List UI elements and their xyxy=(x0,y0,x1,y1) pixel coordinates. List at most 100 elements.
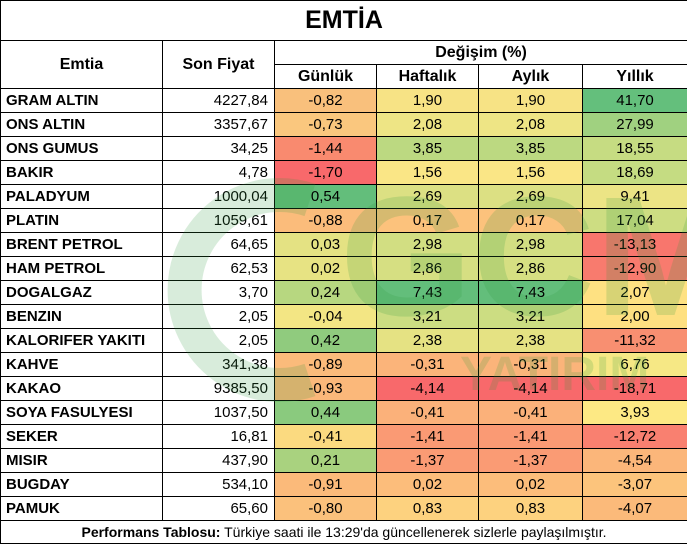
weekly-change: 2,98 xyxy=(376,232,479,257)
header-emtia: Emtia xyxy=(0,40,163,89)
commodity-name: PLATIN xyxy=(0,208,163,233)
yearly-change: 3,93 xyxy=(581,400,687,425)
commodity-name: BRENT PETROL xyxy=(0,232,163,257)
table-row: PAMUK 65,60 -0,80 0,83 0,83 -4,07 xyxy=(0,496,687,521)
monthly-change: 7,43 xyxy=(478,280,583,305)
daily-change: -0,41 xyxy=(274,424,377,449)
daily-change: 0,44 xyxy=(274,400,377,425)
weekly-change: -0,41 xyxy=(376,400,479,425)
commodity-name: SOYA FASULYESI xyxy=(0,400,163,425)
last-price: 3,70 xyxy=(162,280,275,305)
daily-change: 0,24 xyxy=(274,280,377,305)
header-yillik: Yıllık xyxy=(581,64,687,89)
last-price: 1059,61 xyxy=(162,208,275,233)
commodity-name: SEKER xyxy=(0,424,163,449)
daily-change: -0,04 xyxy=(274,304,377,329)
daily-change: -0,88 xyxy=(274,208,377,233)
last-price: 4,78 xyxy=(162,160,275,185)
last-price: 9385,50 xyxy=(162,376,275,401)
yearly-change: 18,69 xyxy=(581,160,687,185)
table-row: KAHVE 341,38 -0,89 -0,31 -0,31 6,76 xyxy=(0,352,687,377)
yearly-change: 41,70 xyxy=(581,88,687,113)
table-footer: Performans Tablosu: Türkiye saati ile 13… xyxy=(0,520,687,544)
monthly-change: -0,41 xyxy=(478,400,583,425)
weekly-change: 3,21 xyxy=(376,304,479,329)
commodity-name: KALORIFER YAKITI xyxy=(0,328,163,353)
monthly-change: 2,08 xyxy=(478,112,583,137)
weekly-change: 7,43 xyxy=(376,280,479,305)
table-row: SEKER 16,81 -0,41 -1,41 -1,41 -12,72 xyxy=(0,424,687,449)
yearly-change: -13,13 xyxy=(581,232,687,257)
weekly-change: 2,38 xyxy=(376,328,479,353)
header-aylik: Aylık xyxy=(478,64,583,89)
monthly-change: 3,85 xyxy=(478,136,583,161)
monthly-change: 0,17 xyxy=(478,208,583,233)
header-degisim: Değişim (%) xyxy=(273,40,687,65)
commodity-name: PALADYUM xyxy=(0,184,163,209)
monthly-change: 2,86 xyxy=(478,256,583,281)
footer-label: Performans Tablosu: xyxy=(81,524,221,540)
daily-change: 0,42 xyxy=(274,328,377,353)
yearly-change: -4,07 xyxy=(581,496,687,521)
commodity-name: ONS GUMUS xyxy=(0,136,163,161)
table-row: MISIR 437,90 0,21 -1,37 -1,37 -4,54 xyxy=(0,448,687,473)
monthly-change: -1,41 xyxy=(478,424,583,449)
table-row: HAM PETROL 62,53 0,02 2,86 2,86 -12,90 xyxy=(0,256,687,281)
yearly-change: -4,54 xyxy=(581,448,687,473)
last-price: 62,53 xyxy=(162,256,275,281)
table-row: PALADYUM 1000,04 0,54 2,69 2,69 9,41 xyxy=(0,184,687,209)
header-haftalik: Haftalık xyxy=(376,64,479,89)
commodity-name: BENZIN xyxy=(0,304,163,329)
yearly-change: -12,90 xyxy=(581,256,687,281)
weekly-change: 1,90 xyxy=(376,88,479,113)
last-price: 534,10 xyxy=(162,472,275,497)
table-row: KALORIFER YAKITI 2,05 0,42 2,38 2,38 -11,32 xyxy=(0,328,687,353)
monthly-change: 0,83 xyxy=(478,496,583,521)
last-price: 34,25 xyxy=(162,136,275,161)
monthly-change: 3,21 xyxy=(478,304,583,329)
last-price: 2,05 xyxy=(162,304,275,329)
yearly-change: -3,07 xyxy=(581,472,687,497)
weekly-change: -4,14 xyxy=(376,376,479,401)
yearly-change: 2,07 xyxy=(581,280,687,305)
yearly-change: 18,55 xyxy=(581,136,687,161)
weekly-change: 0,02 xyxy=(376,472,479,497)
yearly-change: 9,41 xyxy=(581,184,687,209)
daily-change: -0,89 xyxy=(274,352,377,377)
last-price: 1000,04 xyxy=(162,184,275,209)
weekly-change: -0,31 xyxy=(376,352,479,377)
weekly-change: -1,37 xyxy=(376,448,479,473)
monthly-change: 2,69 xyxy=(478,184,583,209)
daily-change: -1,44 xyxy=(274,136,377,161)
weekly-change: 2,86 xyxy=(376,256,479,281)
yearly-change: 6,76 xyxy=(581,352,687,377)
table-row: ONS GUMUS 34,25 -1,44 3,85 3,85 18,55 xyxy=(0,136,687,161)
last-price: 4227,84 xyxy=(162,88,275,113)
table-row: GRAM ALTIN 4227,84 -0,82 1,90 1,90 41,70 xyxy=(0,88,687,113)
table-title: EMTİA xyxy=(0,0,687,41)
header-gunluk: Günlük xyxy=(274,64,377,89)
table-row: SOYA FASULYESI 1037,50 0,44 -0,41 -0,41 3,93 xyxy=(0,400,687,425)
commodity-name: DOGALGAZ xyxy=(0,280,163,305)
monthly-change: 0,02 xyxy=(478,472,583,497)
table-row: BENZIN 2,05 -0,04 3,21 3,21 2,00 xyxy=(0,304,687,329)
daily-change: -0,80 xyxy=(274,496,377,521)
daily-change: -0,93 xyxy=(274,376,377,401)
yearly-change: 17,04 xyxy=(581,208,687,233)
daily-change: 0,54 xyxy=(274,184,377,209)
last-price: 437,90 xyxy=(162,448,275,473)
last-price: 1037,50 xyxy=(162,400,275,425)
commodity-name: BAKIR xyxy=(0,160,163,185)
yearly-change: -12,72 xyxy=(581,424,687,449)
last-price: 3357,67 xyxy=(162,112,275,137)
header-son-fiyat: Son Fiyat xyxy=(162,40,275,89)
monthly-change: -4,14 xyxy=(478,376,583,401)
yearly-change: -18,71 xyxy=(581,376,687,401)
yearly-change: -11,32 xyxy=(581,328,687,353)
last-price: 16,81 xyxy=(162,424,275,449)
last-price: 341,38 xyxy=(162,352,275,377)
commodity-name: MISIR xyxy=(0,448,163,473)
table-row: KAKAO 9385,50 -0,93 -4,14 -4,14 -18,71 xyxy=(0,376,687,401)
